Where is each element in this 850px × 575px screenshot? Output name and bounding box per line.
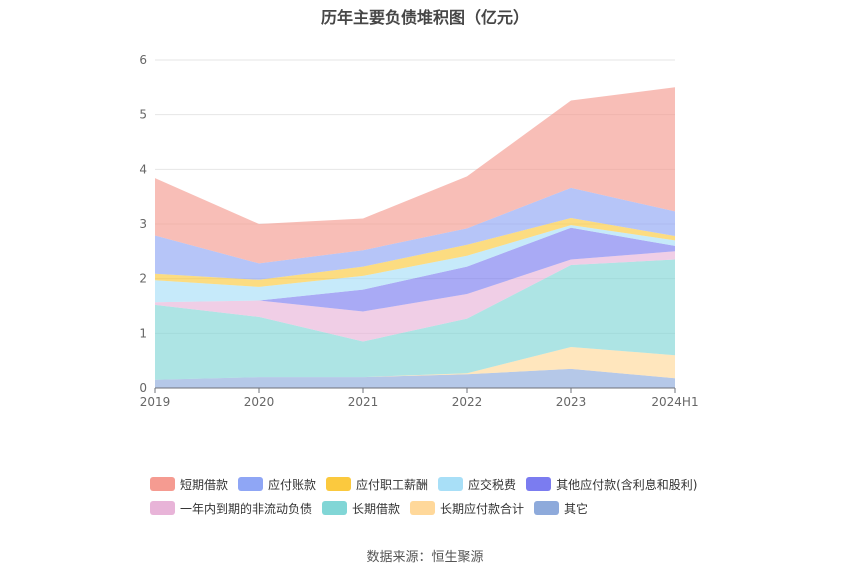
area-series-4[interactable]: 其他应付款(含利息和股利) xyxy=(155,227,675,312)
area-series-1[interactable]: 长期应付款合计 xyxy=(155,347,675,380)
legend-swatch xyxy=(150,501,175,515)
x-tick-label: 2020 xyxy=(244,395,275,409)
legend: 短期借款 应付账款 应付职工薪酬 应交税费 其他应付款(含利息和股利) 一年内到期的非流动… xyxy=(150,472,750,520)
axes: 0 1 2 3 4 5 6 2019 2020 2021 2022 2023 2024H1 xyxy=(139,53,698,409)
area-series-2[interactable]: 长期借款 xyxy=(155,259,675,380)
area-series-7[interactable]: 应付账款 xyxy=(155,187,675,280)
legend-item[interactable]: 短期借款 xyxy=(150,476,228,493)
area-series-5[interactable]: 应交税费 xyxy=(155,225,675,303)
legend-item[interactable]: 其它 xyxy=(534,500,588,517)
y-tick-label: 1 xyxy=(139,326,147,340)
area-series-3[interactable]: 一年内到期的非流动负债 xyxy=(155,251,675,342)
y-tick-label: 4 xyxy=(139,162,147,176)
x-tick-label: 2022 xyxy=(452,395,483,409)
area-series-layer: 其它长期应付款合计长期借款一年内到期的非流动负债其他应付款(含利息和股利)应交税… xyxy=(155,87,675,388)
area-series-6[interactable]: 应付职工薪酬 xyxy=(155,218,675,287)
legend-item[interactable]: 应付账款 xyxy=(238,476,316,493)
data-source-note: 数据来源：恒生聚源 xyxy=(366,550,484,565)
area-series-8[interactable]: 短期借款 xyxy=(155,87,675,264)
x-tick-label: 2021 xyxy=(348,395,379,409)
legend-label: 其他应付款(含利息和股利) xyxy=(556,477,698,492)
legend-swatch xyxy=(438,477,464,491)
y-tick-label: 3 xyxy=(139,217,147,231)
legend-item[interactable]: 一年内到期的非流动负债 xyxy=(150,500,312,517)
legend-item[interactable]: 其他应付款(含利息和股利) xyxy=(526,476,697,493)
area-series-0[interactable]: 其它 xyxy=(155,368,675,388)
y-tick-label: 0 xyxy=(139,381,147,395)
legend-swatch xyxy=(322,501,348,515)
legend-label: 其它 xyxy=(564,501,589,516)
y-tick-label: 2 xyxy=(139,272,147,286)
legend-label: 应交税费 xyxy=(468,477,517,492)
legend-item[interactable]: 应付职工薪酬 xyxy=(326,476,428,493)
legend-swatch xyxy=(410,501,436,515)
legend-item[interactable]: 长期应付款合计 xyxy=(410,500,524,517)
legend-swatch xyxy=(238,477,264,491)
x-tick-label: 2019 xyxy=(140,395,171,409)
legend-label: 应付职工薪酬 xyxy=(356,477,429,492)
legend-row: 一年内到期的非流动负债 长期借款 长期应付款合计 其它 xyxy=(150,496,750,520)
legend-label: 应付账款 xyxy=(268,477,317,492)
legend-item[interactable]: 应交税费 xyxy=(438,476,516,493)
legend-label: 一年内到期的非流动负债 xyxy=(180,501,313,516)
legend-item[interactable]: 长期借款 xyxy=(322,500,400,517)
legend-label: 短期借款 xyxy=(180,477,229,492)
legend-swatch xyxy=(326,477,352,491)
x-tick-label: 2024H1 xyxy=(651,395,698,409)
y-tick-label: 5 xyxy=(139,108,147,122)
y-tick-label: 6 xyxy=(139,53,147,67)
chart-title: 历年主要负债堆积图（亿元） xyxy=(320,8,529,27)
legend-label: 长期应付款合计 xyxy=(440,501,525,516)
x-tick-label: 2023 xyxy=(556,395,587,409)
legend-label: 长期借款 xyxy=(352,501,401,516)
legend-swatch xyxy=(150,477,175,491)
legend-row: 短期借款 应付账款 应付职工薪酬 应交税费 其他应付款(含利息和股利) xyxy=(150,472,750,496)
legend-swatch xyxy=(526,477,552,491)
legend-swatch xyxy=(534,501,560,515)
